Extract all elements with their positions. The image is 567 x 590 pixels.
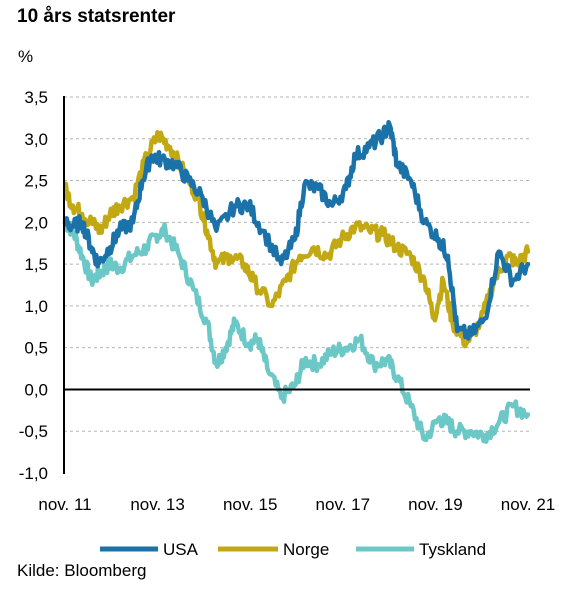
y-tick-label: 1,0 [24, 297, 48, 316]
x-tick-labels: nov. 11 nov. 13 nov. 15 nov. 17 nov. 19 nov. … [38, 495, 555, 514]
y-tick-label: 2,5 [24, 172, 48, 191]
series-line-norge [62, 130, 531, 349]
x-tick-label: nov. 13 [130, 495, 185, 514]
series-lines [62, 119, 531, 444]
legend-label-norge: Norge [283, 540, 329, 559]
line-chart: 3,5 3,0 2,5 2,0 1,5 1,0 0,5 0,0 -0,5 -1,0 nov. 11… [19, 88, 556, 559]
y-tick-labels: 3,5 3,0 2,5 2,0 1,5 1,0 0,5 0,0 -0,5 -1,0 [19, 88, 48, 483]
axes [63, 96, 530, 474]
series-line-usa [62, 119, 531, 341]
chart-title: 10 års statsrenter [17, 6, 176, 27]
x-tick-label: nov. 17 [316, 495, 371, 514]
series-line-tyskland [62, 220, 531, 444]
y-tick-label: 3,5 [24, 88, 48, 107]
y-axis-unit-label: % [18, 47, 34, 66]
legend: USA Norge Tyskland [100, 540, 486, 559]
y-tick-label: 1,5 [24, 255, 48, 274]
y-tick-label: 0,0 [24, 380, 48, 399]
source-note: Kilde: Bloomberg [17, 561, 147, 580]
legend-label-tyskland: Tyskland [419, 540, 486, 559]
x-tick-label: nov. 19 [408, 495, 463, 514]
y-tick-label: -0,5 [19, 422, 48, 441]
x-tick-label: nov. 11 [38, 495, 91, 514]
y-tick-label: -1,0 [19, 464, 48, 483]
y-tick-label: 3,0 [24, 130, 48, 149]
y-tick-label: 0,5 [24, 339, 48, 358]
x-tick-label: nov. 15 [223, 495, 278, 514]
legend-label-usa: USA [163, 540, 199, 559]
y-tick-label: 2,0 [24, 213, 48, 232]
x-tick-label: nov. 21 [501, 495, 556, 514]
